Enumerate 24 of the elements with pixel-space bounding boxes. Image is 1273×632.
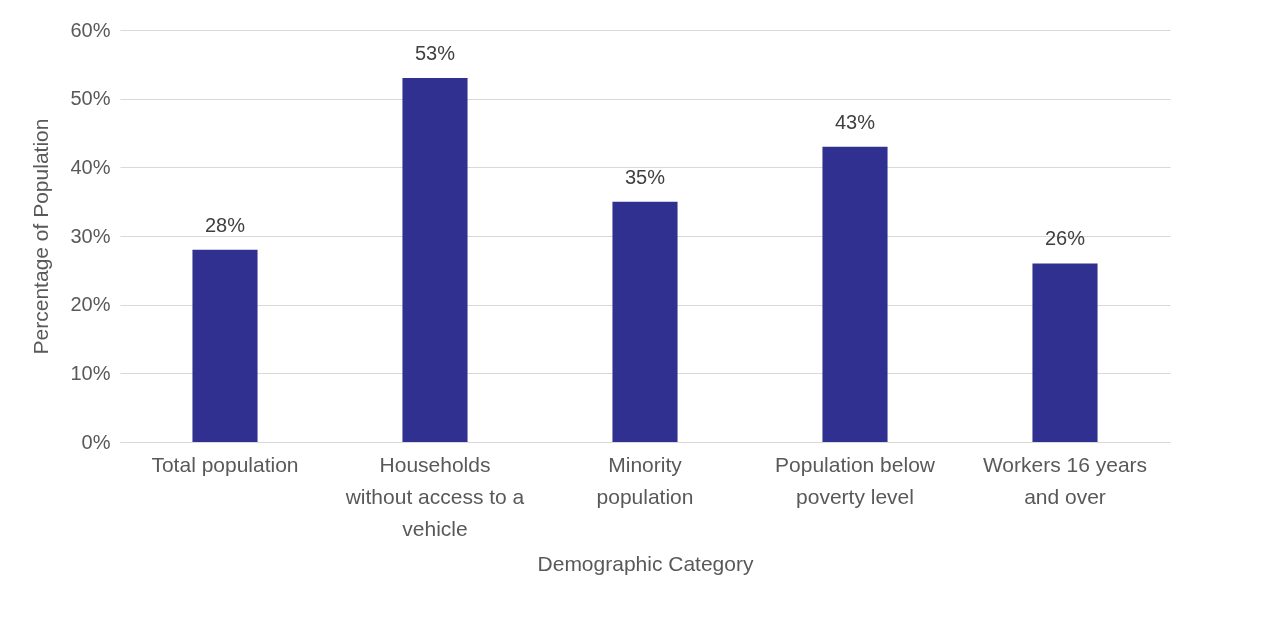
x-tick-label: Population below poverty level: [775, 452, 936, 508]
data-label: 26%: [1044, 227, 1086, 250]
x-axis-title: Demographic Category: [537, 551, 754, 575]
bar: [822, 146, 888, 442]
y-tick-label: 40%: [70, 155, 111, 178]
y-tick-label: 50%: [70, 87, 111, 110]
y-tick-label: 60%: [70, 18, 111, 41]
data-label: 35%: [624, 165, 666, 188]
bar: [402, 78, 468, 442]
y-tick-label: 20%: [70, 293, 111, 316]
x-tick-label: Minority population: [596, 452, 694, 508]
y-tick-label: 0%: [81, 430, 111, 453]
data-label: 43%: [834, 110, 876, 133]
bar: [1032, 263, 1098, 442]
x-tick-label: Workers 16 years and over: [982, 452, 1148, 508]
x-tick-label: Total population: [151, 452, 299, 476]
bar: [612, 201, 678, 442]
y-tick-label: 30%: [70, 224, 111, 247]
y-tick-label: 10%: [70, 361, 111, 384]
bar: [192, 249, 258, 442]
y-axis-title: Percentage of Population: [29, 118, 53, 355]
x-tick-label: Households without access to a vehicle: [344, 452, 525, 540]
data-label: 28%: [204, 213, 246, 236]
data-label: 53%: [414, 42, 456, 65]
